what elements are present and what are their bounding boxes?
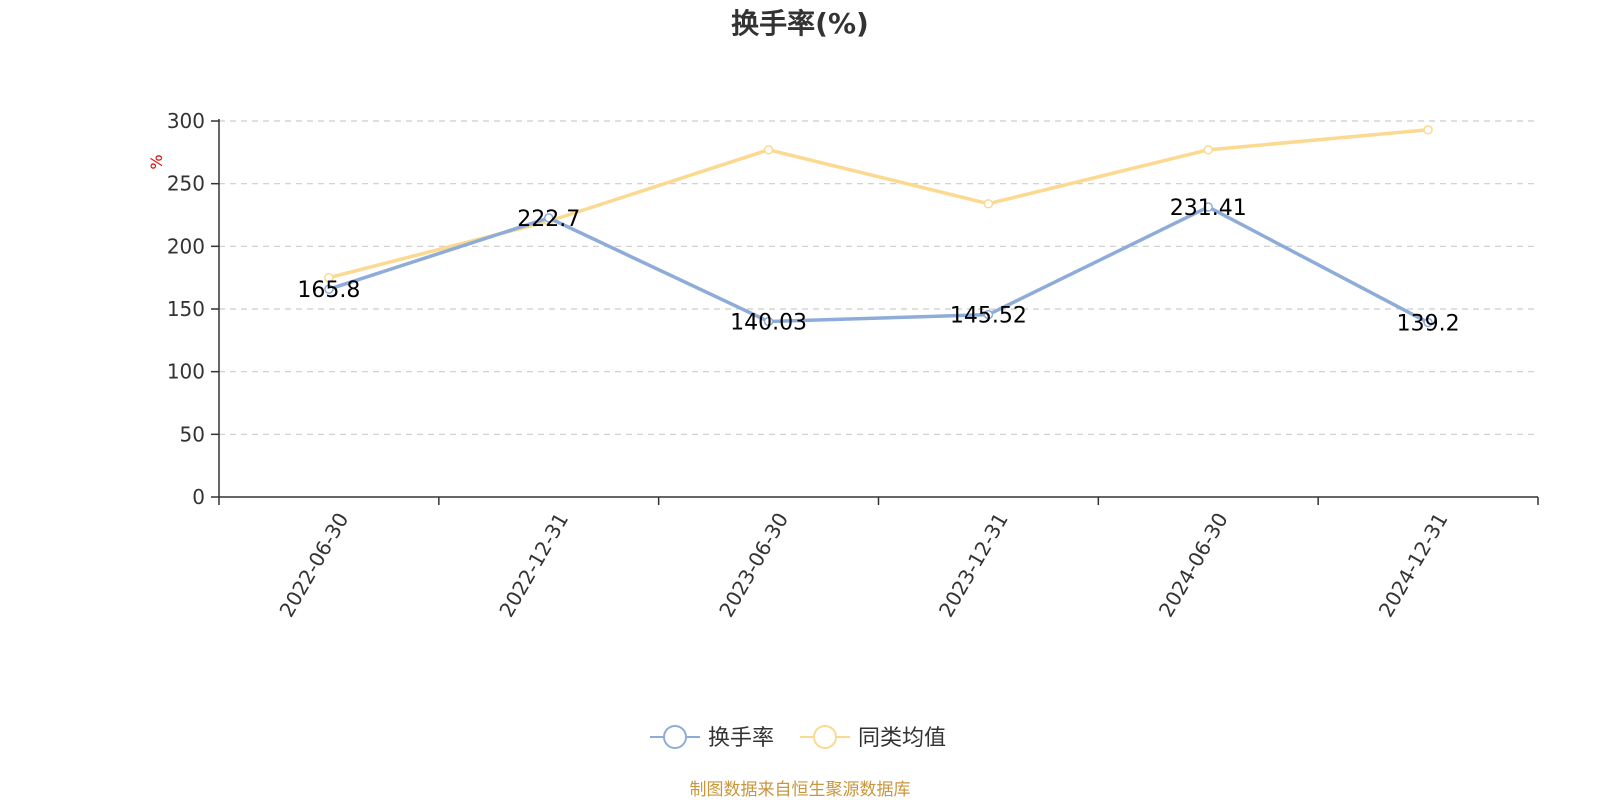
legend[interactable]: 换手率 同类均值 [650,725,946,751]
series-point-0 [544,213,554,223]
y-tick-label: 100 [167,360,205,384]
data-label: 139.2 [1397,312,1460,337]
data-label: 231.41 [1170,196,1247,221]
legend-item-0[interactable]: 换手率 [650,725,774,751]
legend-item-1[interactable]: 同类均值 [800,725,946,751]
y-tick-label: 200 [167,234,205,258]
x-tick-label: 2022-12-31 [494,509,573,622]
y-tick-label: 150 [167,297,205,321]
series-point-1 [983,198,994,209]
series-point-0 [983,309,994,320]
x-tick-label: 2024-12-31 [1374,509,1453,622]
y-axis-unit: % [147,154,166,169]
data-labels: 165.8 222.7 140.03 145.52 231.41 139.2 [297,196,1459,337]
data-label: 145.52 [950,304,1027,329]
series-point-1 [763,145,774,155]
series-layer [324,125,1433,328]
x-tick-labels: 2022-06-30 2022-12-31 2023-06-30 2023-12-31… [274,509,1452,622]
legend-label: 同类均值 [858,726,946,751]
series-line-0 [327,205,1430,325]
series-point-1 [324,272,334,283]
series-point-0 [1423,317,1433,328]
x-tick-label: 2023-06-30 [714,509,793,622]
x-tick-label: 2023-12-31 [934,509,1013,622]
data-label: 165.8 [297,278,360,303]
series-point-1 [1203,145,1213,155]
y-tick-labels: 0 50 100 150 200 250 300 [167,109,205,509]
source-note: 制图数据来自恒生聚源数据库 [690,780,911,800]
series-point-0 [763,316,774,327]
y-tick-label: 0 [192,485,205,509]
y-tick-label: 300 [167,109,205,133]
y-tick-label: 250 [167,172,205,196]
x-tick-label: 2024-06-30 [1154,509,1233,622]
data-label: 222.7 [517,207,580,232]
series-point-1 [1423,125,1433,135]
legend-label: 换手率 [708,726,774,751]
legend-marker-icon [813,725,837,749]
series-point-0 [1203,202,1213,212]
series-line-1 [327,128,1430,280]
chart-title: 换手率(%) [731,7,869,40]
x-tick-label: 2022-06-30 [274,509,353,622]
series-point-0 [324,284,334,294]
legend-marker-icon [663,725,687,749]
axes [211,119,1539,505]
y-tick-label: 50 [180,422,205,446]
data-label: 140.03 [730,310,807,335]
